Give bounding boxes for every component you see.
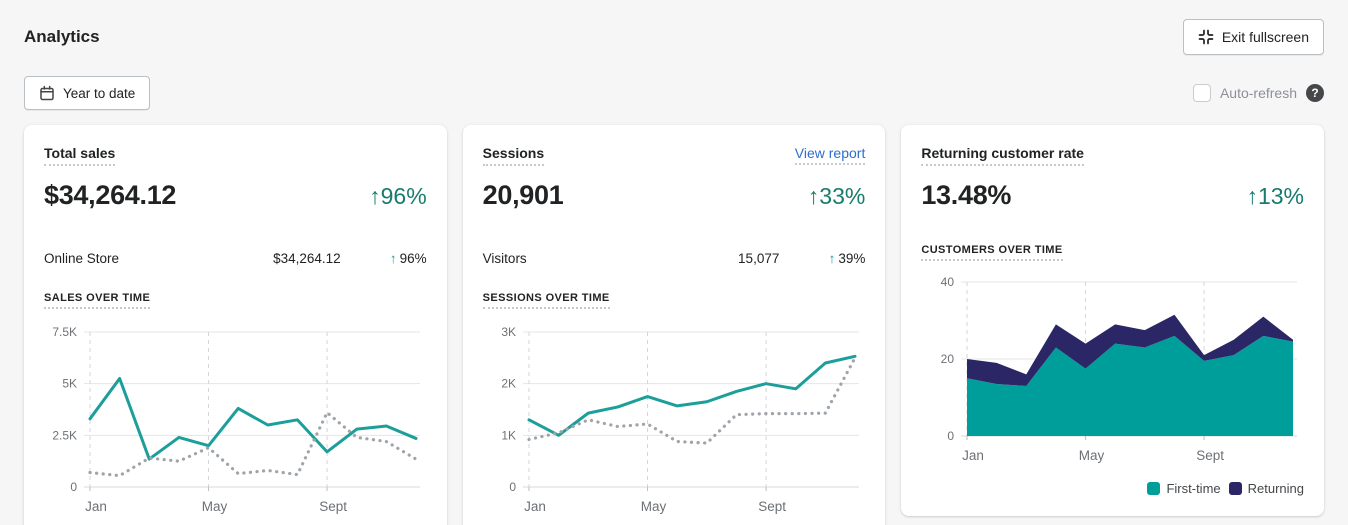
svg-text:Sept: Sept bbox=[319, 499, 347, 514]
svg-text:May: May bbox=[1079, 448, 1105, 463]
svg-text:0: 0 bbox=[948, 429, 955, 443]
legend-label-first-time: First-time bbox=[1166, 481, 1221, 496]
total-sales-title[interactable]: Total sales bbox=[44, 145, 116, 166]
sessions-over-time-chart: 0 1K 2K 3K Jan May Sept bbox=[501, 325, 859, 514]
total-sales-value: $34,264.12 bbox=[44, 180, 177, 210]
sessions-over-time-title[interactable]: SESSIONS OVER TIME bbox=[482, 292, 610, 309]
returning-customer-rate-change: ↑13% bbox=[1246, 183, 1305, 209]
channel-label: Online Store bbox=[44, 250, 120, 266]
svg-text:Sept: Sept bbox=[758, 499, 786, 514]
sales-over-time-chart: 0 2.5K 5K 7.5K Jan May Sept bbox=[52, 325, 420, 514]
help-icon[interactable]: ? bbox=[1306, 84, 1324, 102]
visitors-value: 15,077 bbox=[738, 250, 780, 266]
svg-text:7.5K: 7.5K bbox=[52, 325, 77, 339]
returning-swatch bbox=[1228, 482, 1242, 495]
collapse-icon bbox=[1198, 29, 1214, 45]
legend-item-returning: Returning bbox=[1228, 481, 1305, 496]
date-range-label: Year to date bbox=[63, 85, 136, 101]
page-title: Analytics bbox=[24, 27, 100, 46]
svg-text:20: 20 bbox=[941, 352, 955, 366]
svg-text:Sept: Sept bbox=[1197, 448, 1225, 463]
view-report-link[interactable]: View report bbox=[794, 145, 866, 165]
total-sales-change: ↑96% bbox=[369, 183, 427, 209]
svg-text:0: 0 bbox=[70, 480, 77, 494]
channel-breakdown-row: Online Store $34,264.12 ↑ 96% bbox=[44, 248, 427, 268]
sessions-change: ↑33% bbox=[807, 183, 866, 209]
svg-text:May: May bbox=[640, 499, 666, 514]
svg-text:0: 0 bbox=[509, 480, 516, 494]
up-arrow-icon: ↑ bbox=[828, 250, 836, 266]
exit-fullscreen-button[interactable]: Exit fullscreen bbox=[1182, 19, 1324, 55]
svg-text:May: May bbox=[202, 499, 228, 514]
channel-value: $34,264.12 bbox=[273, 250, 341, 266]
exit-fullscreen-label: Exit fullscreen bbox=[1221, 29, 1309, 45]
customers-chart-legend: First-time Returning bbox=[921, 481, 1304, 496]
visitors-label: Visitors bbox=[482, 250, 527, 266]
svg-text:2K: 2K bbox=[501, 377, 516, 391]
auto-refresh-label: Auto-refresh bbox=[1219, 85, 1297, 101]
returning-customer-rate-value: 13.48% bbox=[921, 180, 1012, 210]
date-range-button[interactable]: Year to date bbox=[24, 76, 151, 110]
up-arrow-icon: ↑ bbox=[389, 250, 397, 266]
returning-customer-rate-card: Returning customer rate 13.48% ↑13% CUST… bbox=[901, 125, 1325, 516]
visitors-change: ↑ 39% bbox=[828, 250, 866, 266]
svg-text:Jan: Jan bbox=[962, 448, 984, 463]
customers-over-time-title[interactable]: CUSTOMERS OVER TIME bbox=[921, 244, 1063, 261]
sessions-value: 20,901 bbox=[482, 180, 564, 210]
sales-over-time-title[interactable]: SALES OVER TIME bbox=[44, 292, 151, 309]
sessions-card: Sessions View report 20,901 ↑33% Visitor… bbox=[462, 125, 886, 525]
svg-text:3K: 3K bbox=[501, 325, 516, 339]
returning-customer-rate-title[interactable]: Returning customer rate bbox=[921, 145, 1084, 166]
svg-text:2.5K: 2.5K bbox=[52, 428, 77, 442]
svg-text:Jan: Jan bbox=[524, 499, 546, 514]
svg-text:1K: 1K bbox=[501, 428, 516, 442]
auto-refresh-control: Auto-refresh ? bbox=[1192, 84, 1324, 102]
legend-label-returning: Returning bbox=[1247, 481, 1305, 496]
auto-refresh-checkbox[interactable] bbox=[1192, 84, 1211, 102]
first-time-swatch bbox=[1147, 482, 1161, 495]
sessions-title[interactable]: Sessions bbox=[482, 145, 545, 166]
svg-text:5K: 5K bbox=[62, 377, 77, 391]
svg-text:40: 40 bbox=[941, 275, 955, 289]
channel-change: ↑ 96% bbox=[389, 250, 427, 266]
metrics-row: Total sales $34,264.12 ↑96% Online Store… bbox=[24, 125, 1325, 525]
total-sales-card: Total sales $34,264.12 ↑96% Online Store… bbox=[24, 125, 447, 525]
svg-text:Jan: Jan bbox=[85, 499, 107, 514]
legend-item-first-time: First-time bbox=[1147, 481, 1221, 496]
calendar-icon bbox=[39, 85, 55, 101]
visitors-breakdown-row: Visitors 15,077 ↑ 39% bbox=[483, 248, 866, 268]
customers-over-time-chart: 0 20 40 Jan May Sept bbox=[941, 275, 1298, 463]
